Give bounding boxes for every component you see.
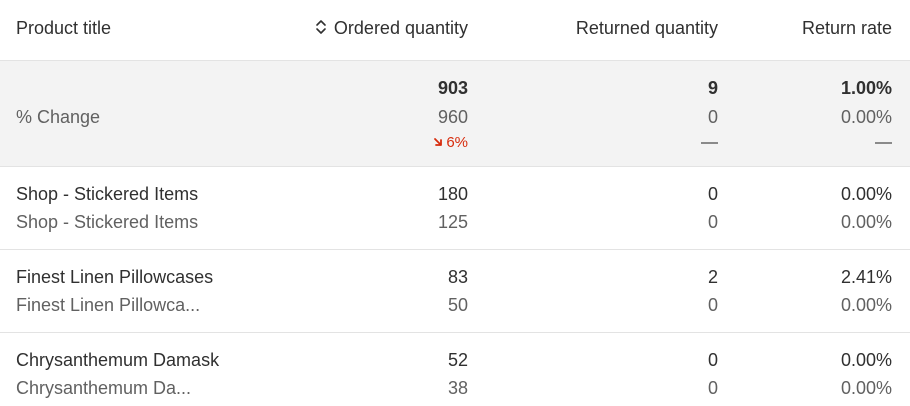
sort-icon[interactable]: [314, 18, 328, 36]
return-rate: 0.00%: [840, 184, 892, 204]
summary-label: % Change: [16, 107, 101, 127]
returned-quantity-previous: 0: [707, 378, 718, 398]
returned-quantity-previous: 0: [707, 295, 718, 315]
ordered-quantity: 83: [447, 267, 468, 287]
return-rate: 0.00%: [840, 350, 892, 370]
returned-quantity: 2: [707, 267, 718, 287]
dash-icon: [701, 142, 718, 145]
product-title[interactable]: Chrysanthemum Damask: [16, 350, 220, 370]
header-return-rate[interactable]: Return rate: [801, 18, 892, 38]
summary-rate-previous: 0.00%: [840, 107, 892, 127]
dash-icon: [875, 142, 892, 145]
product-title[interactable]: Finest Linen Pillowcases: [16, 267, 214, 287]
summary-ordered-change: 6%: [433, 134, 468, 152]
product-title-previous: Finest Linen Pillowca...: [16, 295, 201, 315]
product-title-previous: Shop - Stickered Items: [16, 212, 199, 232]
summary-ordered-previous: 960: [437, 107, 468, 127]
summary-ordered-change-value: 6%: [446, 134, 468, 151]
header-returned-quantity[interactable]: Returned quantity: [575, 18, 718, 38]
returned-quantity: 0: [707, 184, 718, 204]
returned-quantity-previous: 0: [707, 212, 718, 232]
table-header-row: Product title Ordered quantity Returned …: [0, 0, 910, 61]
summary-rate-change: [875, 134, 892, 152]
summary-ordered-current: 903: [437, 78, 468, 98]
table-row[interactable]: Shop - Stickered Items Shop - Stickered …: [0, 167, 910, 250]
ordered-quantity-previous: 50: [447, 295, 468, 315]
product-title-previous: Chrysanthemum Da...: [16, 378, 192, 398]
table-row[interactable]: Chrysanthemum Damask Chrysanthemum Da...…: [0, 333, 910, 406]
returned-quantity: 0: [707, 350, 718, 370]
summary-returned-previous: 0: [707, 107, 718, 127]
return-rate-previous: 0.00%: [840, 378, 892, 398]
return-rate-previous: 0.00%: [840, 295, 892, 315]
header-ordered-quantity[interactable]: Ordered quantity: [314, 17, 468, 39]
summary-returned-change: [701, 134, 718, 152]
summary-returned-current: 9: [707, 78, 718, 98]
return-rate: 2.41%: [840, 267, 892, 287]
ordered-quantity: 180: [437, 184, 468, 204]
arrow-down-right-icon: [434, 138, 443, 146]
header-product-title[interactable]: Product title: [16, 18, 112, 38]
return-rate-previous: 0.00%: [840, 212, 892, 232]
summary-row: % Change 903 960 6% 9 0 1.00% 0.00%: [0, 61, 910, 167]
ordered-quantity-previous: 125: [437, 212, 468, 232]
product-title[interactable]: Shop - Stickered Items: [16, 184, 199, 204]
ordered-quantity: 52: [447, 350, 468, 370]
ordered-quantity-previous: 38: [447, 378, 468, 398]
header-ordered-quantity-label: Ordered quantity: [333, 18, 468, 38]
table-row[interactable]: Finest Linen Pillowcases Finest Linen Pi…: [0, 250, 910, 333]
summary-rate-current: 1.00%: [840, 78, 892, 98]
